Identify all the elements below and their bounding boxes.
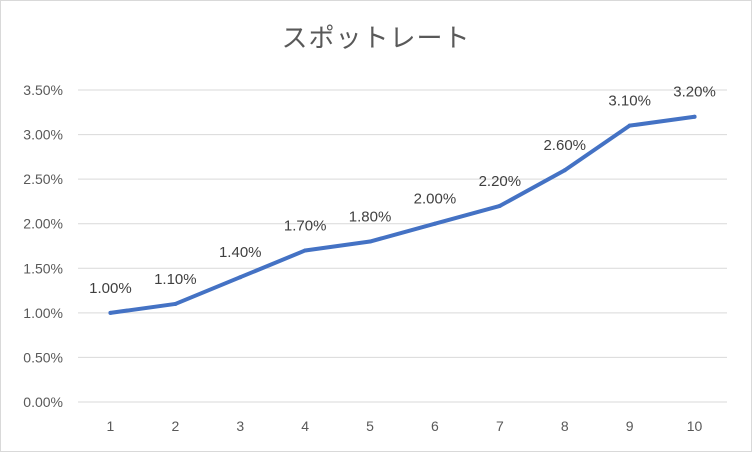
x-tick-label: 5 [366, 418, 374, 434]
data-point [368, 239, 373, 244]
data-label: 1.70% [284, 217, 327, 234]
data-label: 3.10% [608, 93, 651, 110]
data-label: 1.80% [349, 209, 392, 226]
x-tick-label: 1 [107, 418, 115, 434]
x-tick-label: 6 [431, 418, 439, 434]
x-tick-label: 9 [626, 418, 634, 434]
data-point [627, 123, 632, 128]
y-tick-label: 1.50% [23, 260, 63, 276]
x-tick-label: 2 [171, 418, 179, 434]
data-point [432, 221, 437, 226]
y-axis: 0.00% 0.50% 1.00% 1.50% 2.00% 2.50% 3.00% 3.50% [23, 82, 63, 410]
x-axis: 1 2 3 4 5 6 7 8 9 10 [107, 418, 703, 434]
data-label: 1.00% [89, 280, 132, 297]
data-point [303, 248, 308, 253]
data-point [497, 203, 502, 208]
x-tick-label: 10 [687, 418, 703, 434]
y-tick-label: 2.00% [23, 216, 63, 232]
data-labels: 1.00% 1.10% 1.40% 1.70% 1.80% 2.00% 2.20% 2.60%… [89, 84, 716, 297]
data-point [562, 168, 567, 173]
data-point [238, 275, 243, 280]
y-tick-label: 3.50% [23, 82, 63, 98]
x-tick-label: 4 [301, 418, 309, 434]
data-label: 2.20% [479, 173, 522, 190]
data-label: 1.40% [219, 244, 262, 261]
data-label: 1.10% [154, 271, 197, 288]
x-tick-label: 7 [496, 418, 504, 434]
x-tick-label: 3 [236, 418, 244, 434]
series-line [108, 114, 697, 315]
y-tick-label: 0.00% [23, 394, 63, 410]
y-tick-label: 2.50% [23, 171, 63, 187]
data-label: 2.00% [414, 191, 457, 208]
data-label: 3.20% [673, 84, 716, 101]
y-tick-label: 0.50% [23, 349, 63, 365]
x-tick-label: 8 [561, 418, 569, 434]
data-point [108, 310, 113, 315]
data-label: 2.60% [543, 137, 586, 154]
chart-title: スポットレート [281, 24, 471, 54]
y-tick-label: 1.00% [23, 305, 63, 321]
y-tick-label: 3.00% [23, 127, 63, 143]
series-spot-rate [108, 114, 697, 315]
gridlines [78, 89, 727, 403]
data-point [173, 301, 178, 306]
data-point [692, 114, 697, 119]
